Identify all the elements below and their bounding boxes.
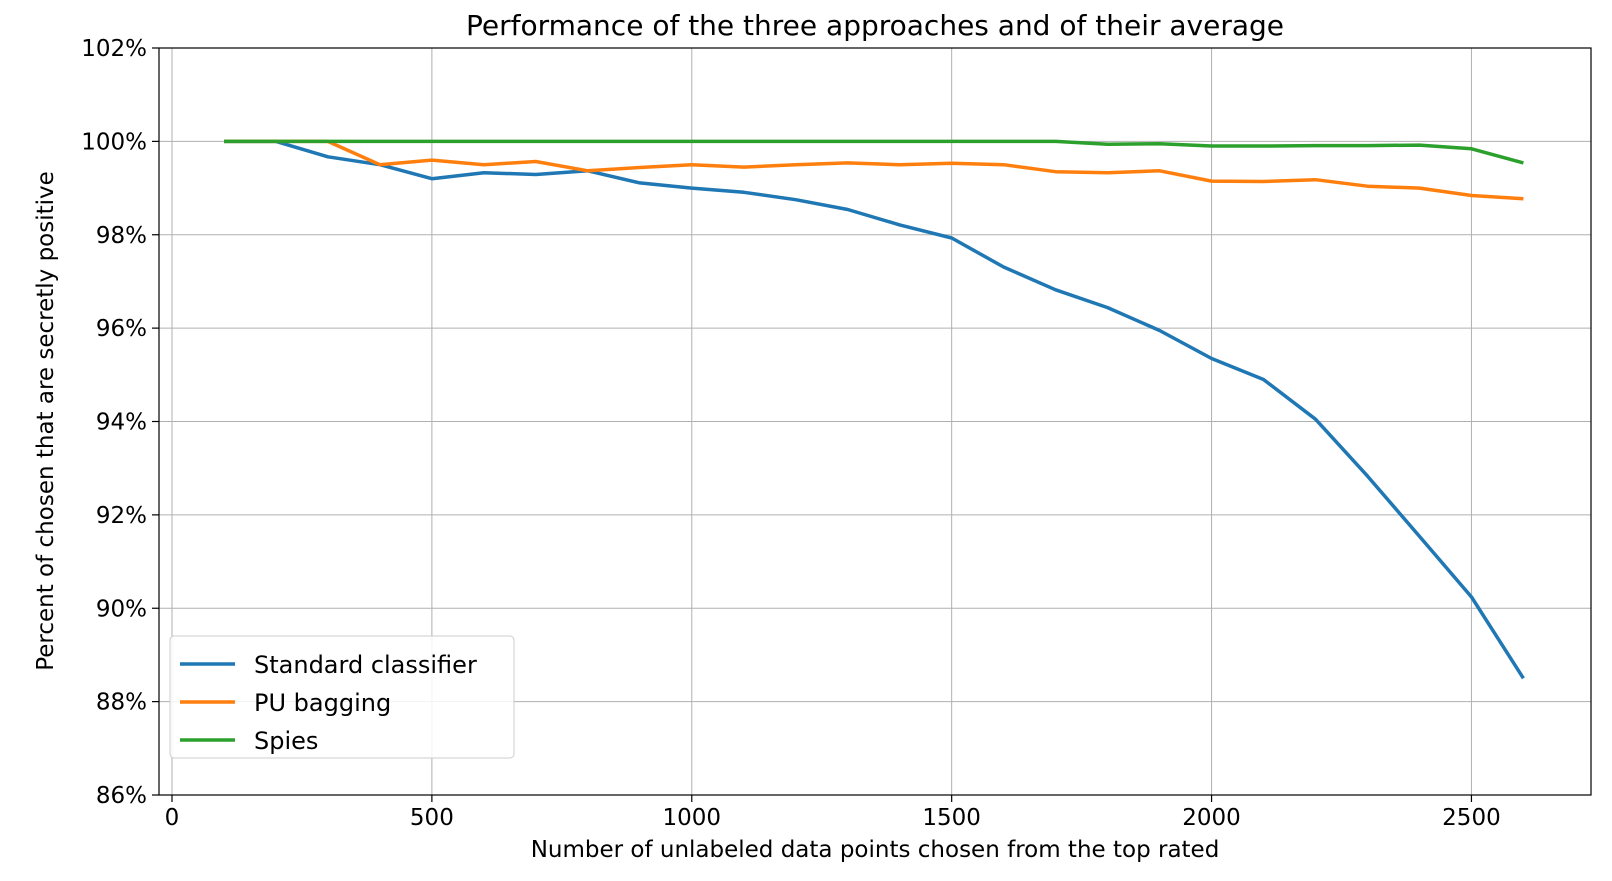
- legend-label: PU bagging: [254, 689, 391, 717]
- x-tick-label: 0: [165, 805, 180, 831]
- y-tick-label: 98%: [96, 223, 147, 249]
- y-axis-label: Percent of chosen that are secretly posi…: [33, 171, 59, 671]
- x-axis: 0 500 1000 1500 2000 2500: [165, 795, 1501, 831]
- y-tick-label: 88%: [96, 690, 147, 716]
- x-tick-label: 1500: [922, 805, 981, 831]
- x-tick-label: 2500: [1442, 805, 1501, 831]
- y-tick-label: 90%: [96, 596, 147, 622]
- y-tick-label: 102%: [81, 36, 147, 62]
- series-line-pu-bagging: [224, 139, 1524, 201]
- x-axis-label: Number of unlabeled data points chosen f…: [531, 837, 1220, 863]
- legend-box: [169, 635, 515, 759]
- y-tick-label: 86%: [96, 783, 147, 809]
- y-tick-label: 92%: [96, 503, 147, 529]
- x-tick-label: 2000: [1182, 805, 1241, 831]
- legend-label: Spies: [254, 727, 318, 755]
- series-line-standard-classifier: [224, 139, 1525, 680]
- y-tick-label: 100%: [81, 129, 147, 155]
- legend-label: Standard classifier: [254, 651, 477, 679]
- series-line-spies: [224, 139, 1524, 165]
- x-tick-label: 500: [410, 805, 454, 831]
- y-tick-label: 94%: [96, 410, 147, 436]
- legend: Standard classifier PU bagging Spies: [169, 635, 515, 759]
- series-layer: [224, 139, 1525, 680]
- y-axis: 86% 88% 90% 92% 94% 96% 98% 100% 102%: [81, 36, 159, 809]
- x-tick-label: 1000: [663, 805, 722, 831]
- y-tick-label: 96%: [96, 316, 147, 342]
- chart-title: Performance of the three approaches and …: [466, 9, 1284, 42]
